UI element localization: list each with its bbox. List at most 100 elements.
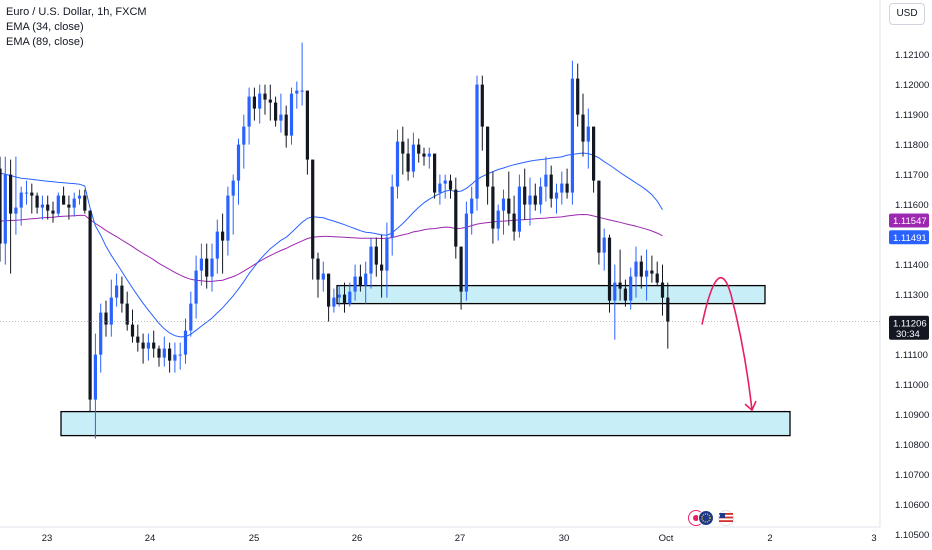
candle <box>342 282 347 313</box>
currency-button[interactable]: USD <box>889 3 925 25</box>
price-tick-label: 1.11700 <box>895 170 929 181</box>
candle <box>634 246 638 298</box>
candle-body <box>560 183 564 193</box>
candle <box>454 177 458 259</box>
candle-body <box>83 195 87 211</box>
candle-body <box>125 303 129 325</box>
candle-body <box>72 198 76 208</box>
candle <box>517 174 521 238</box>
candle-body <box>136 336 140 343</box>
candle-body <box>417 144 421 154</box>
legend-ema34[interactable]: EMA (34, close) <box>6 21 84 33</box>
candle <box>99 303 103 373</box>
candle <box>226 186 230 256</box>
candle <box>369 237 373 289</box>
candle-body <box>353 276 357 292</box>
candle <box>560 171 564 205</box>
candle <box>464 201 468 301</box>
resistance-zone[interactable] <box>336 284 766 305</box>
candle-body <box>459 246 463 292</box>
candle-body <box>491 186 495 229</box>
target-zone[interactable] <box>60 410 791 437</box>
candle-body <box>88 210 92 400</box>
candle <box>374 237 378 277</box>
candle-body <box>242 126 246 145</box>
candle <box>592 126 596 193</box>
candle <box>305 90 309 175</box>
candle-body <box>411 144 415 172</box>
candle-body <box>305 90 309 160</box>
ema89-line[interactable] <box>0 213 663 282</box>
candle <box>570 60 574 205</box>
candle-body <box>274 102 278 121</box>
candle-body <box>14 207 18 214</box>
candle-body <box>327 273 331 307</box>
candle <box>83 189 87 214</box>
candle-body <box>395 141 400 187</box>
ema-layer <box>0 152 663 338</box>
price-tick-label: 1.11400 <box>895 260 929 271</box>
candle <box>62 186 66 205</box>
candle-body <box>554 192 559 199</box>
candle <box>279 93 283 133</box>
candle <box>480 75 484 151</box>
price-tick-label: 1.11300 <box>895 290 929 301</box>
candle-body <box>0 168 2 244</box>
candle <box>554 183 559 214</box>
candle-body <box>544 174 548 187</box>
candle <box>539 177 543 214</box>
price-tick-label: 1.10700 <box>895 470 929 481</box>
candle-body <box>109 297 113 325</box>
candle-body <box>390 186 394 238</box>
us-flag-icon[interactable] <box>718 510 734 526</box>
earnings-icon[interactable] <box>698 510 714 526</box>
candle-body <box>348 291 352 304</box>
price-axis[interactable]: 1.12100 1.12000 1.11900 1.11800 1.11700 1.116… <box>895 50 929 541</box>
candle <box>215 219 219 274</box>
candle-body <box>486 126 490 187</box>
candle-body <box>30 192 34 196</box>
legend-symbol[interactable]: Euro / U.S. Dollar, 1h, FXCM <box>6 6 147 18</box>
candle <box>417 138 421 163</box>
candle-body <box>374 246 378 265</box>
price-tag-value: 1.11491 <box>893 233 927 244</box>
candle <box>242 114 246 169</box>
candle-body <box>592 126 596 181</box>
legend-ema89[interactable]: EMA (89, close) <box>6 36 84 48</box>
candle <box>576 63 580 127</box>
ema34-line[interactable] <box>0 152 663 338</box>
candle-body <box>433 153 437 193</box>
candle <box>496 204 500 241</box>
candle <box>231 174 235 235</box>
candle-body <box>613 282 617 301</box>
candle-body <box>67 204 71 208</box>
candle <box>300 42 304 106</box>
candle-body <box>141 342 145 349</box>
candle <box>258 84 262 124</box>
candle <box>475 75 479 211</box>
candle <box>353 264 357 301</box>
candle-body <box>104 312 108 325</box>
candle <box>523 168 527 220</box>
candle-body <box>443 180 447 184</box>
candle <box>189 291 193 337</box>
candle-body <box>369 246 373 274</box>
candle-body <box>24 192 29 194</box>
candle-body <box>507 198 511 214</box>
candle <box>639 255 643 289</box>
candle-body <box>205 258 209 277</box>
candle <box>120 276 124 313</box>
candle-body <box>19 192 23 208</box>
event-flags[interactable] <box>688 509 740 527</box>
price-tag: 1.11491 <box>889 230 929 245</box>
candle-body <box>342 294 347 304</box>
arrow-path <box>701 277 753 411</box>
candle <box>422 147 426 166</box>
candle <box>427 147 431 169</box>
time-axis[interactable]: 23 24 25 26 27 30 Oct 2 3 <box>42 533 877 544</box>
candle-body <box>570 78 574 193</box>
candle <box>337 285 341 307</box>
